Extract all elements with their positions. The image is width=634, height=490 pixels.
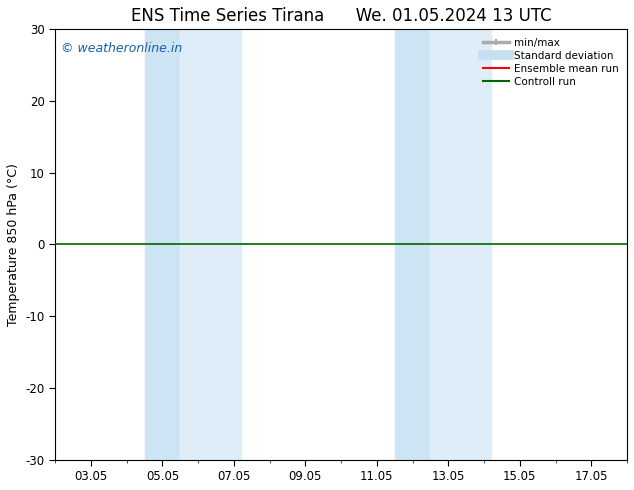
Y-axis label: Temperature 850 hPa (°C): Temperature 850 hPa (°C) bbox=[7, 163, 20, 326]
Bar bbox=[145, 29, 180, 460]
Bar bbox=[395, 29, 430, 460]
Bar bbox=[430, 29, 491, 460]
Bar bbox=[180, 29, 241, 460]
Title: ENS Time Series Tirana      We. 01.05.2024 13 UTC: ENS Time Series Tirana We. 01.05.2024 13… bbox=[131, 7, 552, 25]
Legend: min/max, Standard deviation, Ensemble mean run, Controll run: min/max, Standard deviation, Ensemble me… bbox=[479, 34, 622, 90]
Text: © weatheronline.in: © weatheronline.in bbox=[61, 42, 182, 55]
